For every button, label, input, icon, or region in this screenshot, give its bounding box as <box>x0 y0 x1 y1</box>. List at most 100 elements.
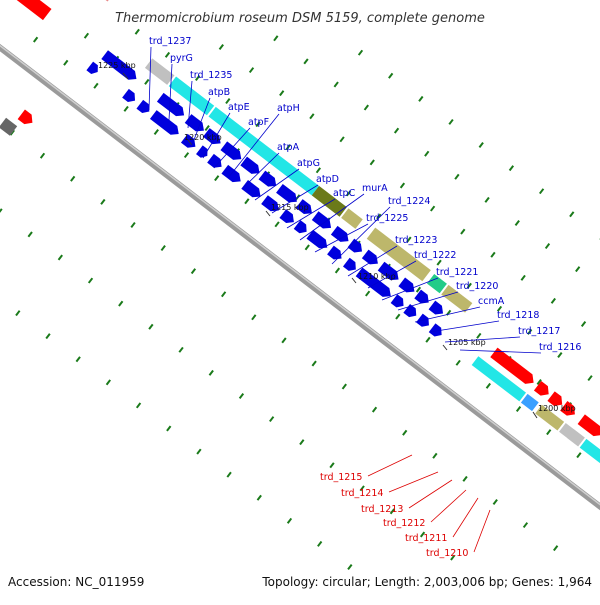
reverse-gene <box>547 391 563 406</box>
forward-gene <box>241 180 261 198</box>
forward-gene <box>279 209 294 224</box>
gene-label-murA: murA <box>362 183 388 194</box>
tick-dash <box>460 228 466 235</box>
tick-dash <box>311 360 317 367</box>
map-title: Thermomicrobium roseum DSM 5159, complet… <box>115 11 485 26</box>
tick-dash <box>93 82 99 89</box>
forward-gene-shape <box>241 180 261 198</box>
tick-dash <box>269 416 275 423</box>
forward-gene-shape <box>306 229 328 249</box>
tick-dash <box>515 405 522 412</box>
tick-dash <box>580 321 587 327</box>
tick-dash <box>251 314 257 321</box>
label-leader-line <box>388 471 439 493</box>
tick-dash <box>303 58 309 65</box>
reverse-gene-shape <box>17 109 33 125</box>
feature-khaki-shape <box>535 404 565 431</box>
forward-gene <box>221 164 241 183</box>
forward-gene-shape <box>207 153 222 168</box>
forward-gene-shape <box>293 220 307 234</box>
tick-dash <box>575 266 581 273</box>
tick-dash <box>75 356 81 363</box>
gene-labels: trd_1237 pyrG trd_1235 atpB atpE atpF atpH atpA… <box>148 36 581 559</box>
forward-gene-shape <box>327 245 342 260</box>
forward-gene <box>202 128 221 145</box>
label-leader-line <box>168 63 173 121</box>
tick-dash <box>436 259 442 266</box>
tick-dash <box>63 59 69 66</box>
tick-dash <box>329 462 335 469</box>
label-leader-line <box>227 113 280 179</box>
tick-dash <box>148 323 154 330</box>
tick-dash <box>248 67 255 74</box>
forward-gene-shape <box>86 61 98 74</box>
tick-dash <box>587 375 593 382</box>
feature-khaki <box>441 284 473 313</box>
tick-dash <box>450 554 456 561</box>
tick-label: 1220 kbp <box>184 133 222 142</box>
forward-gene <box>416 313 429 327</box>
tick-label: 1225 kbp <box>98 61 136 70</box>
feature-cyan <box>168 76 215 116</box>
forward-gene-shape <box>149 110 179 135</box>
gene-label-atpG: atpG <box>297 158 320 169</box>
feature-blue <box>520 393 539 412</box>
gene-label-trd_1213: trd_1213 <box>361 504 403 515</box>
label-leader-line <box>242 152 280 189</box>
feature-khaki-shape <box>341 208 363 229</box>
tick-dash <box>309 113 315 120</box>
forward-gene-shape <box>416 313 429 327</box>
forward-gene <box>342 257 356 271</box>
feature-cyan-shape <box>168 76 215 116</box>
tick-dash <box>430 205 436 212</box>
gene-label-trd_1218: trd_1218 <box>497 310 539 321</box>
tick-dash <box>546 429 552 436</box>
feature-khaki <box>366 227 431 282</box>
feature-khaki <box>341 208 363 229</box>
tick-dash <box>399 182 406 189</box>
tick-dash <box>569 211 575 218</box>
feature-cyan-shape <box>471 356 527 402</box>
forward-gene-shape <box>355 267 391 297</box>
feature-cyan <box>471 356 527 402</box>
tick-dash <box>432 452 438 459</box>
forward-gene <box>377 261 399 281</box>
reverse-gene <box>560 401 575 416</box>
forward-gene <box>403 303 417 318</box>
forward-gene <box>311 211 332 229</box>
forward-gene-shape <box>202 128 221 145</box>
label-leader-line <box>148 46 152 111</box>
gene-label-trd_1216: trd_1216 <box>539 342 581 353</box>
gene-label-trd_1220: trd_1220 <box>456 281 498 292</box>
tick-dash <box>274 221 280 228</box>
forward-gene <box>428 323 442 337</box>
forward-gene <box>136 99 150 113</box>
gene-label-trd_1214: trd_1214 <box>341 488 383 499</box>
reverse-gene <box>490 347 534 384</box>
tick-dash <box>299 439 305 446</box>
tick-dash <box>118 300 124 307</box>
tick-dash <box>105 379 112 386</box>
forward-gene <box>355 267 391 297</box>
forward-gene <box>101 50 137 80</box>
feature-olive-shape <box>311 185 347 217</box>
tick-dash <box>256 494 262 501</box>
feature-green-shape <box>426 273 447 294</box>
feature-cyan-shape <box>579 438 600 503</box>
forward-gene-shape <box>347 238 363 253</box>
tick-dash <box>425 336 431 343</box>
tick-dash <box>402 429 408 436</box>
label-leader-line <box>271 184 319 214</box>
forward-gene-shape <box>361 249 378 265</box>
feature-cyan <box>208 106 320 196</box>
tick-dash <box>190 268 197 275</box>
gene-label-atpE: atpE <box>228 102 250 113</box>
forward-gene-shape <box>295 199 312 214</box>
feature-green <box>426 273 447 294</box>
reverse-gene <box>533 380 549 396</box>
tick-dash <box>333 81 339 88</box>
tick-dash <box>388 72 394 79</box>
tick-dash <box>226 471 232 478</box>
feature-gray-dark-shape <box>0 117 18 136</box>
label-leader-line <box>459 349 542 354</box>
